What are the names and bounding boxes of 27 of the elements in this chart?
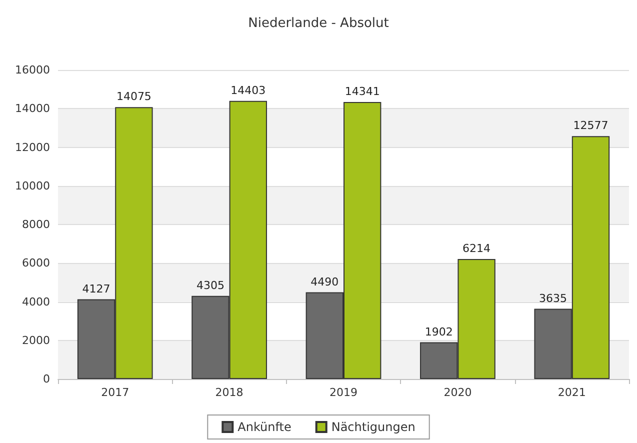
y-tick-label: 2000 <box>22 334 50 347</box>
x-tick-label: 2021 <box>558 386 586 399</box>
data-label: 1902 <box>424 325 453 338</box>
data-label: 3635 <box>539 292 568 305</box>
data-label: 14403 <box>230 84 266 97</box>
data-label: 12577 <box>573 119 608 132</box>
data-label: 4490 <box>310 275 339 288</box>
y-tick-label: 6000 <box>22 256 50 270</box>
x-tick-label: 2020 <box>444 386 472 399</box>
chart-title: Niederlande - Absolut <box>248 16 389 31</box>
x-tick-label: 2017 <box>101 386 130 399</box>
y-tick-label: 4000 <box>22 295 50 308</box>
legend-label: Nächtigungen <box>331 420 416 434</box>
data-label: 14075 <box>116 90 152 104</box>
x-tick-label: 2019 <box>330 386 358 399</box>
data-label: 4127 <box>82 282 110 296</box>
y-tick-label: 10000 <box>15 179 50 192</box>
legend-label: Ankünfte <box>238 420 292 434</box>
y-tick-label: 16000 <box>15 64 50 76</box>
data-label: 14341 <box>344 85 380 98</box>
x-tick-label: 2018 <box>215 386 244 399</box>
data-label: 4305 <box>196 278 224 292</box>
y-tick-label: 8000 <box>22 218 50 231</box>
y-tick-label: 14000 <box>15 102 50 116</box>
y-tick-label: 12000 <box>15 140 50 154</box>
data-label: 6214 <box>462 242 491 255</box>
y-tick-label: 0 <box>43 372 50 386</box>
